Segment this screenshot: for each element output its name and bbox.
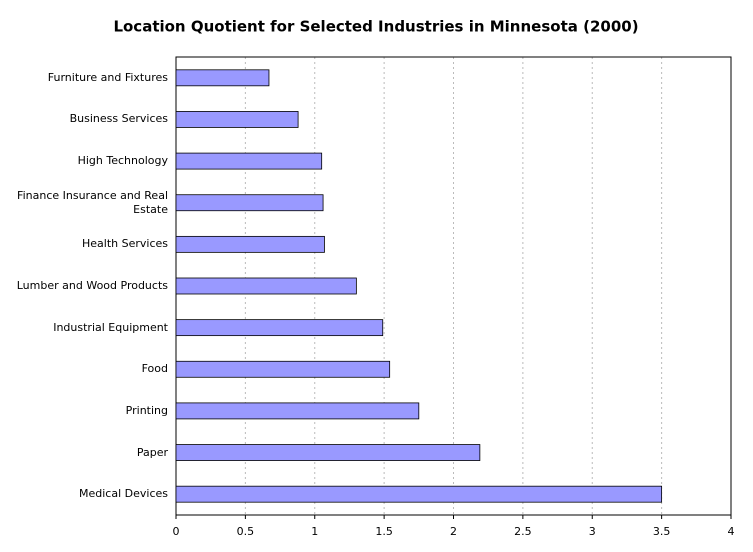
y-tick-label: Business Services bbox=[69, 112, 168, 126]
bar bbox=[175, 152, 323, 170]
bar bbox=[175, 402, 420, 420]
y-tick-label: Finance Insurance and Real Estate bbox=[17, 188, 168, 216]
y-tick-label: Printing bbox=[125, 403, 168, 417]
y-tick-label: Furniture and Fixtures bbox=[47, 70, 168, 84]
y-tick-label: Food bbox=[141, 362, 168, 376]
bar bbox=[175, 485, 663, 503]
bar bbox=[175, 277, 357, 295]
bar bbox=[175, 319, 384, 337]
y-tick-label: Lumber and Wood Products bbox=[16, 279, 168, 292]
x-tick-label: 0 bbox=[173, 525, 180, 538]
x-tick-label: 2.5 bbox=[514, 525, 532, 538]
y-tick-label: High Technology bbox=[77, 154, 168, 168]
y-tick-label: Paper bbox=[136, 445, 168, 459]
x-tick-label: 0.5 bbox=[237, 525, 255, 538]
x-tick-label: 4 bbox=[728, 525, 735, 538]
x-tick-label: 1.5 bbox=[375, 525, 393, 538]
x-tick-label: 2 bbox=[450, 525, 457, 538]
bar bbox=[175, 111, 299, 128]
x-tick-label: 1 bbox=[311, 525, 318, 538]
bar bbox=[175, 235, 325, 253]
bar bbox=[175, 444, 481, 461]
chart-title: Location Quotient for Selected Industrie… bbox=[113, 18, 638, 36]
bar bbox=[175, 69, 270, 87]
x-tick-label: 3.5 bbox=[653, 525, 671, 538]
bar bbox=[175, 360, 391, 378]
y-tick-label: Medical Devices bbox=[79, 487, 168, 501]
y-tick-label: Health Services bbox=[81, 237, 168, 251]
bar bbox=[175, 194, 324, 212]
x-tick-label: 3 bbox=[589, 525, 596, 538]
y-tick-label: Industrial Equipment bbox=[53, 320, 168, 334]
